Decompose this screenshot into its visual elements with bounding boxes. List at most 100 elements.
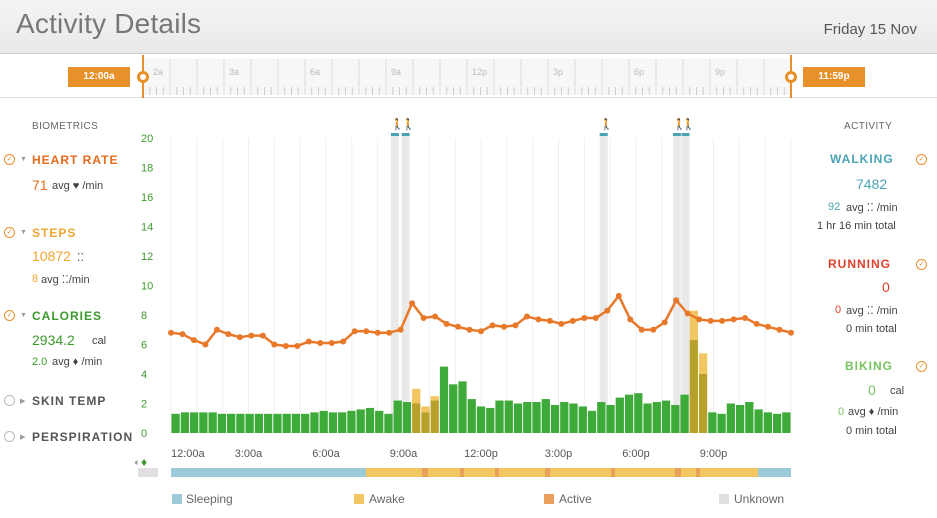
perspiration-toggle[interactable] xyxy=(4,431,15,442)
heart-rate-point xyxy=(271,341,278,348)
legend-sleeping-swatch xyxy=(172,494,182,504)
heart-rate-value: 71 xyxy=(32,177,48,193)
walking-label: WALKING xyxy=(830,152,894,166)
skin-temp-toggle[interactable] xyxy=(4,395,15,406)
heart-rate-point xyxy=(179,331,186,338)
calories-checkbox[interactable]: ✓ xyxy=(4,310,15,321)
biking-rate: 0 xyxy=(838,406,845,418)
bar xyxy=(171,413,180,433)
legend-unknown-swatch xyxy=(719,494,729,504)
bar xyxy=(412,403,421,433)
calories-label: CALORIES xyxy=(32,309,103,323)
heart-rate-point xyxy=(363,328,370,335)
timeline-tick-label: 12p xyxy=(472,67,488,77)
timeline-end-flag[interactable]: 11:59p xyxy=(803,67,865,87)
timeline-scrubber[interactable]: 2a 3a 6a 9a 12p 3p 6p 9p 12:00a 11:59p xyxy=(0,55,937,98)
steps-checkbox[interactable]: ✓ xyxy=(4,227,15,238)
x-tick-label: 9:00p xyxy=(700,448,728,460)
walking-band xyxy=(599,136,608,433)
heart-rate-point xyxy=(546,317,553,324)
heart-rate-point xyxy=(432,313,439,320)
heart-rate-expand-icon[interactable]: ▼ xyxy=(20,156,27,163)
bar xyxy=(513,403,523,433)
bar xyxy=(569,403,578,433)
heart-rate-label: HEART RATE xyxy=(32,153,119,167)
bar xyxy=(208,412,217,433)
biking-checkbox[interactable]: ✓ xyxy=(916,361,927,372)
y-tick-label: 2 xyxy=(141,399,147,411)
timeline-tick-label: 3a xyxy=(229,67,240,77)
calories-expand-icon[interactable]: ▼ xyxy=(20,312,27,319)
timeline-start-handle[interactable] xyxy=(137,71,149,83)
bar xyxy=(532,402,541,433)
biking-unit: cal xyxy=(890,385,905,397)
activity-chart[interactable]: 0 2 4 6 8 10 12 14 16 18 20 🚶 🚶 🚶 🚶 🚶 12:00a 3:00a 6:00a 9:… xyxy=(133,100,800,518)
perspiration-expand-icon[interactable]: ▶ xyxy=(20,434,26,441)
timeline-end-handle[interactable] xyxy=(785,71,797,83)
state-strip-unknown xyxy=(138,468,158,477)
bar xyxy=(615,397,624,433)
heart-rate-point xyxy=(673,297,680,304)
walking-band-cap xyxy=(390,133,399,136)
biking-rate-unit: avg ♦ /min xyxy=(848,406,899,418)
bar xyxy=(550,404,560,433)
bar xyxy=(523,402,532,433)
heart-rate-point xyxy=(374,329,381,336)
bar xyxy=(430,400,439,433)
biking-total: 0 min total xyxy=(846,425,897,437)
state-strip-active xyxy=(611,468,615,477)
bar xyxy=(643,403,652,433)
heart-rate-point xyxy=(776,326,783,333)
heart-rate-point xyxy=(535,316,542,323)
heart-rate-point xyxy=(569,317,576,324)
walking-band xyxy=(681,136,690,433)
heart-rate-point xyxy=(627,316,634,323)
bar xyxy=(365,407,375,433)
bar xyxy=(338,412,347,433)
y-tick-label: 16 xyxy=(141,192,153,204)
heart-rate-point xyxy=(500,323,507,330)
timeline-start-flag[interactable]: 12:00a xyxy=(68,67,130,87)
walking-band-cap xyxy=(401,133,410,136)
timeline-tick-label: 9a xyxy=(391,67,402,77)
y-tick-label: 14 xyxy=(141,222,153,234)
steps-value: 10872 xyxy=(32,248,71,264)
heart-rate-point xyxy=(317,340,324,347)
heart-rate-point xyxy=(340,338,347,345)
bar xyxy=(597,402,606,433)
x-tick-label: 6:00p xyxy=(622,448,650,460)
bar xyxy=(245,413,254,433)
skin-temp-expand-icon[interactable]: ▶ xyxy=(20,398,26,405)
bar xyxy=(671,404,680,433)
bar xyxy=(560,402,569,433)
heart-rate-point xyxy=(719,317,726,324)
bar xyxy=(199,412,208,433)
running-rate: 0 xyxy=(835,304,842,316)
bar xyxy=(772,413,782,433)
running-checkbox[interactable]: ✓ xyxy=(916,259,927,270)
bar-overlay xyxy=(689,310,698,341)
heart-rate-checkbox[interactable]: ✓ xyxy=(4,154,15,165)
perspiration-label: PERSPIRATION xyxy=(32,430,134,444)
legend-awake-swatch xyxy=(354,494,364,504)
calorie-drop-icon: ♦ xyxy=(141,455,147,469)
bar xyxy=(458,381,467,433)
bar xyxy=(421,412,430,433)
state-strip-active xyxy=(422,468,428,477)
heart-rate-point xyxy=(661,319,668,326)
walking-checkbox[interactable]: ✓ xyxy=(916,154,927,165)
bar xyxy=(217,413,227,433)
bar xyxy=(356,409,365,433)
heart-rate-point xyxy=(707,317,714,324)
timeline-tick-label: 9p xyxy=(715,67,726,77)
timeline-track[interactable] xyxy=(142,59,791,95)
steps-expand-icon[interactable]: ▼ xyxy=(20,229,27,236)
x-tick-label: 12:00a xyxy=(171,448,206,460)
bar xyxy=(486,407,495,433)
state-strip-active xyxy=(460,468,464,477)
walking-rate: 92 xyxy=(828,201,841,213)
y-tick-label: 10 xyxy=(141,281,153,293)
heart-rate-point xyxy=(294,342,301,349)
heart-rate-point xyxy=(696,316,703,323)
